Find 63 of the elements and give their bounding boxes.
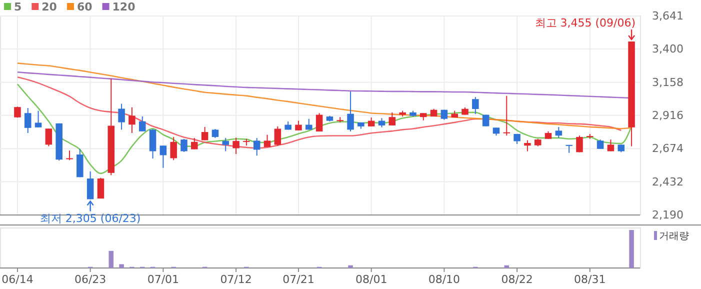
y-tick-label: 2,674 xyxy=(652,142,684,156)
candlestick xyxy=(118,103,125,130)
candlestick xyxy=(274,126,282,146)
candlestick xyxy=(128,106,136,134)
candlestick xyxy=(86,171,94,200)
line-series xyxy=(16,76,622,149)
candlestick xyxy=(388,112,396,126)
candlestick xyxy=(180,138,188,152)
line-series xyxy=(16,62,632,130)
legend-label: 거래량 xyxy=(659,231,689,242)
candlestick xyxy=(191,137,198,150)
bar xyxy=(108,250,114,268)
line-series xyxy=(16,84,632,174)
bar xyxy=(348,265,353,268)
candlestick xyxy=(138,116,146,132)
candlestick xyxy=(482,114,490,127)
candlestick xyxy=(66,150,73,161)
x-tick-label: 07/21 xyxy=(282,272,314,286)
bar xyxy=(119,264,124,268)
x-tick-label: 08/22 xyxy=(501,272,533,286)
candlestick xyxy=(253,138,260,156)
bar xyxy=(629,230,634,268)
candlestick xyxy=(555,126,562,138)
candlestick xyxy=(472,96,479,115)
x-tick-label: 06/23 xyxy=(74,272,106,286)
candlestick xyxy=(378,118,386,128)
candlestick xyxy=(24,108,32,134)
candlestick xyxy=(503,95,510,136)
x-tick-label: 08/31 xyxy=(574,272,606,286)
x-tick-label: 07/12 xyxy=(220,272,252,286)
x-tick-label: 08/01 xyxy=(355,272,388,286)
annotation: 최고 3,455 (09/06) xyxy=(534,16,636,30)
candlestick xyxy=(347,91,354,132)
candlestick xyxy=(201,126,208,141)
candlestick xyxy=(97,177,104,200)
legend-label: 20 xyxy=(42,0,58,14)
legend-label: 60 xyxy=(76,0,93,14)
candlestick xyxy=(232,137,240,154)
candlestick xyxy=(45,128,52,147)
candlestick xyxy=(34,110,42,128)
y-tick-label: 3,400 xyxy=(652,42,684,56)
candlestick xyxy=(264,134,271,148)
y-tick-label: 2,916 xyxy=(652,108,684,122)
annotation: 최저 2,305 (06/23) xyxy=(40,212,141,226)
candlestick xyxy=(524,140,531,152)
y-tick-label: 2,190 xyxy=(652,208,684,222)
legend-label: 5 xyxy=(14,0,22,14)
candlestick xyxy=(160,145,167,168)
candlestick xyxy=(295,120,302,131)
candlestick xyxy=(149,128,156,159)
x-tick-label: 07/01 xyxy=(147,272,180,286)
candlestick xyxy=(576,135,583,153)
candlestick xyxy=(316,112,323,132)
candlestick xyxy=(76,148,84,178)
y-tick-label: 2,432 xyxy=(652,175,684,188)
x-tick-label: 06/14 xyxy=(2,272,34,286)
y-tick-label: 3,158 xyxy=(652,76,684,89)
candlestick xyxy=(596,139,604,150)
candlestick xyxy=(170,136,177,161)
y-tick-label: 3,641 xyxy=(652,10,684,23)
legend-label: 120 xyxy=(112,0,136,14)
candlestick xyxy=(222,137,230,152)
x-tick-label: 08/10 xyxy=(428,272,460,286)
